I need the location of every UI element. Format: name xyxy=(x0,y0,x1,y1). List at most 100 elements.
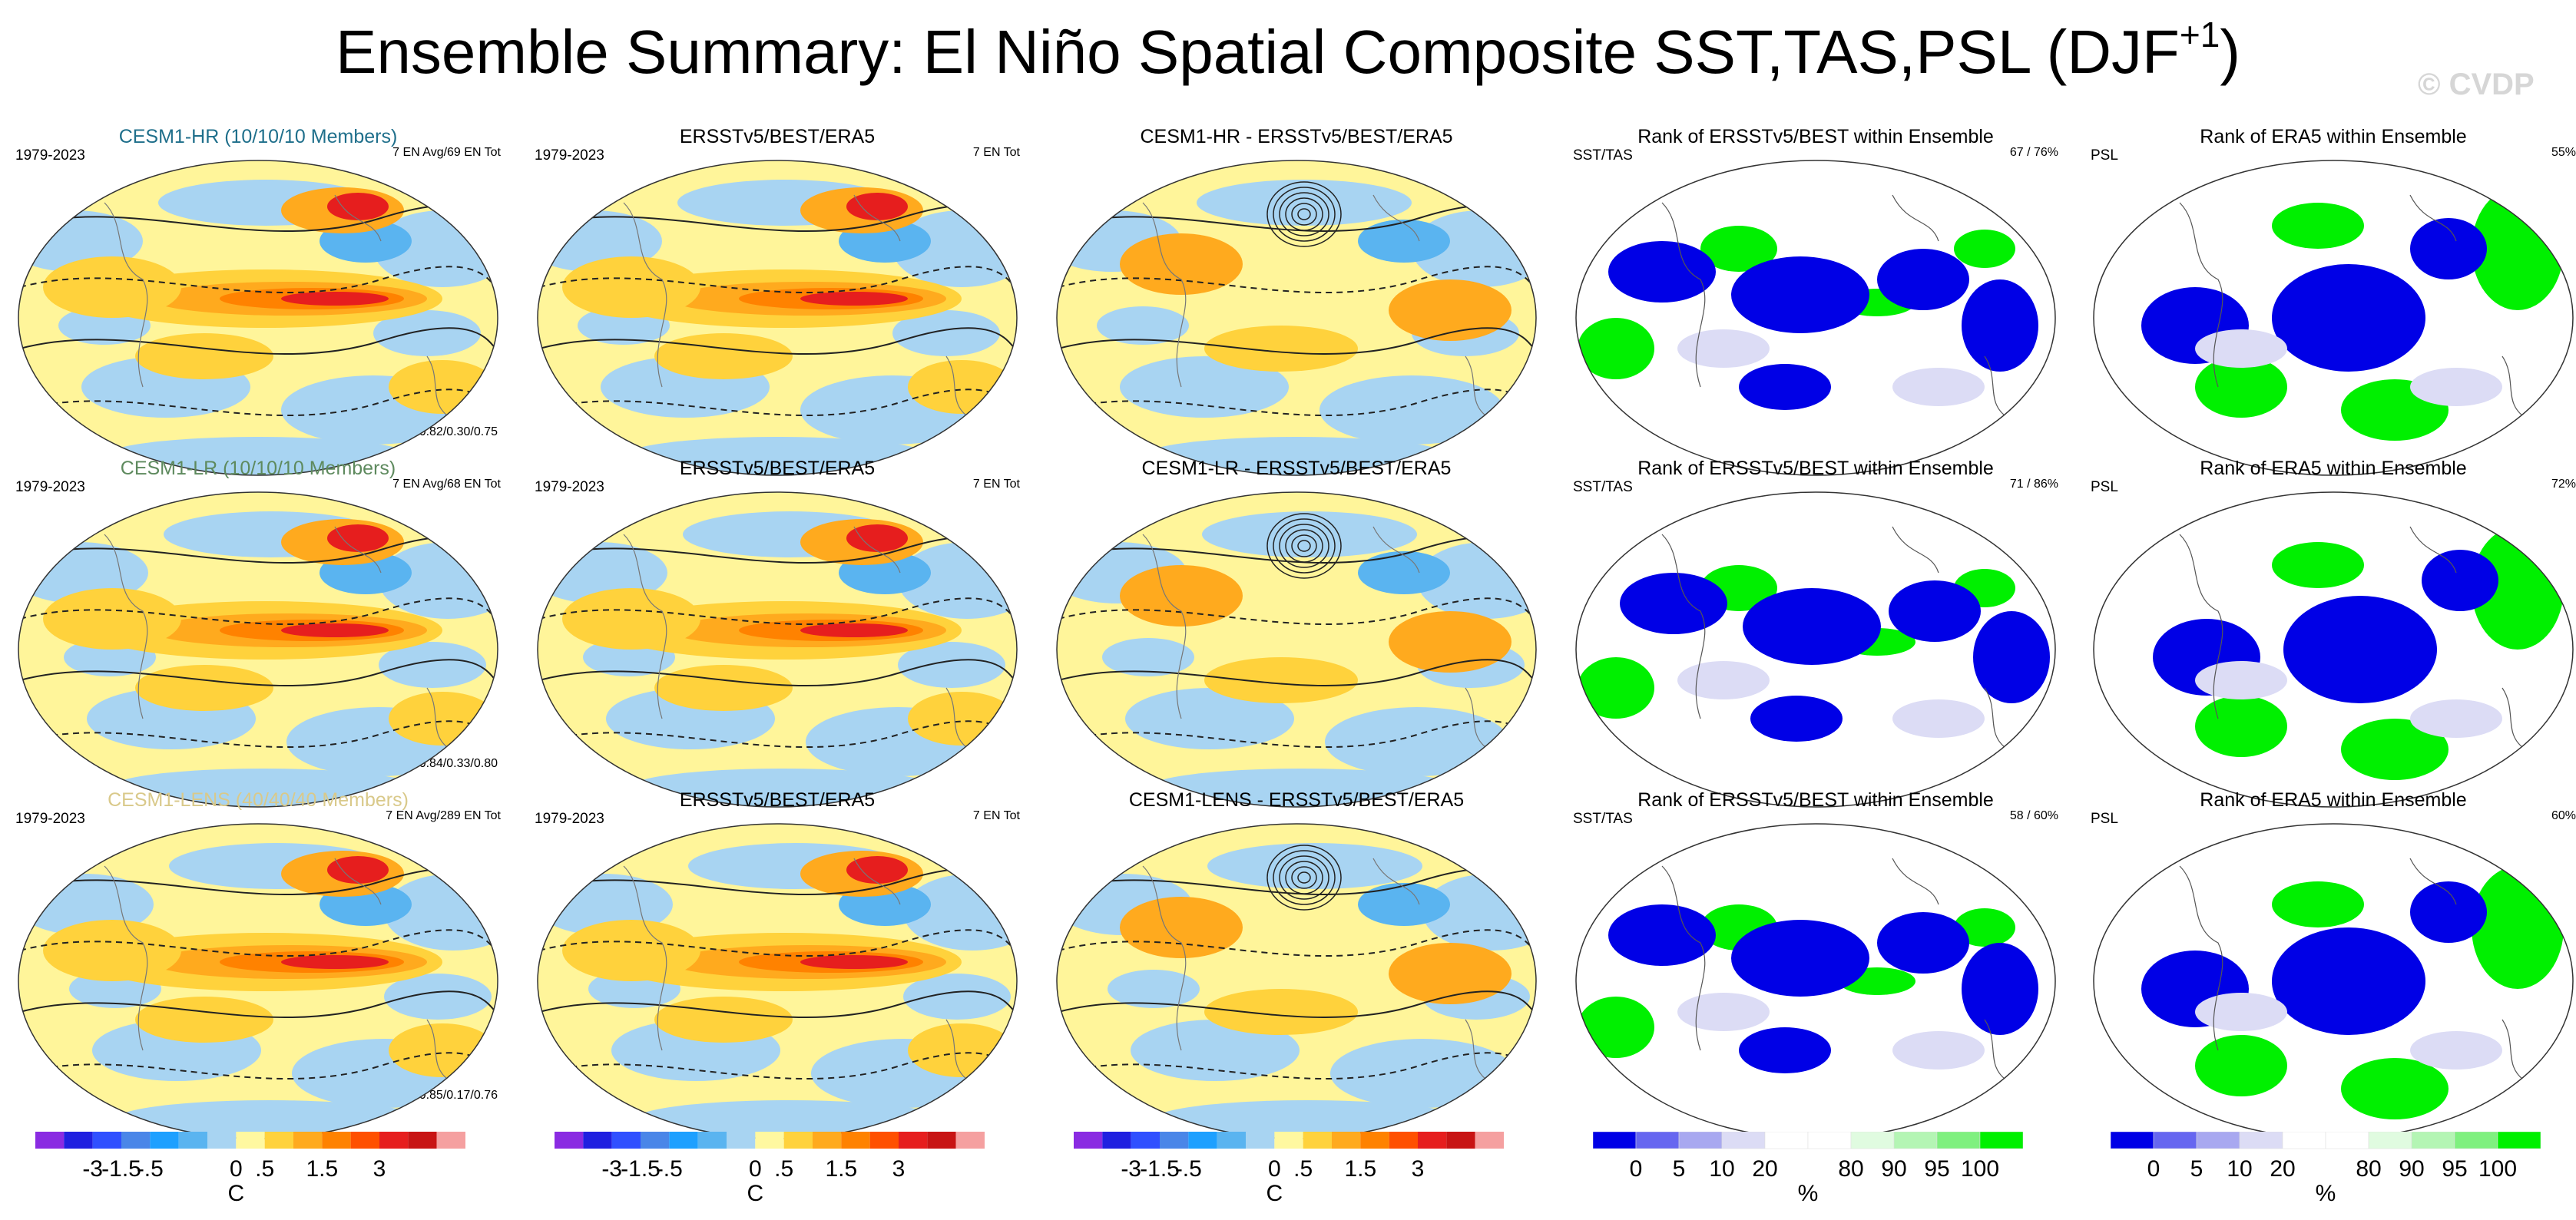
colorbar-tick-label: 90 xyxy=(1881,1156,1906,1182)
rank-mid-region xyxy=(1892,1031,1985,1070)
psl-contour xyxy=(1285,197,1323,231)
warm-anomaly xyxy=(327,856,389,884)
colorbar-tick-label: 0 xyxy=(1268,1156,1281,1182)
model-title: CESM1-HR (10/10/10 Members) xyxy=(118,126,398,147)
cool-anomaly xyxy=(1197,180,1412,226)
warm-anomaly xyxy=(135,997,273,1043)
globe-outline xyxy=(1056,160,1537,476)
colorbar-tick-label: -1.5 xyxy=(101,1156,141,1182)
colorbar-swatch xyxy=(350,1132,379,1149)
rank-high-region xyxy=(2195,1035,2287,1096)
map-panel-obs-row1: ERSSTv5/BEST/ERA5 1979-2023 7 EN Tot xyxy=(531,126,1023,476)
warm-anomaly xyxy=(654,333,793,379)
cool-anomaly xyxy=(1131,1020,1300,1081)
globe-outline xyxy=(537,160,1018,476)
difference-title: CESM1-LR - ERSSTv5/BEST/ERA5 xyxy=(1141,458,1452,479)
rank-high-region xyxy=(1578,997,1654,1058)
obs-title: ERSSTv5/BEST/ERA5 xyxy=(679,126,876,147)
map-panel-model-row1: CESM1-HR (10/10/10 Members) 1979-2023 7 EN… xyxy=(12,126,504,476)
cool-anomaly xyxy=(1358,883,1450,926)
rank-low-region xyxy=(1731,920,1869,997)
warm-anomaly xyxy=(1204,326,1358,372)
rank-low-region xyxy=(1962,943,2038,1035)
coastline xyxy=(1142,858,1489,1082)
warm-anomaly xyxy=(281,955,389,969)
psl-contour xyxy=(1058,659,1536,687)
rank-high-region xyxy=(1700,226,1777,272)
colorbar-tick-label: 3 xyxy=(892,1156,906,1182)
colorbar-swatch xyxy=(1188,1132,1217,1149)
colorbar-swatch xyxy=(1332,1132,1361,1149)
colorbar-swatch xyxy=(1389,1132,1418,1149)
psl-contour xyxy=(1058,327,1536,355)
colorbar-tick-label: -3 xyxy=(1121,1156,1141,1182)
globe-map xyxy=(537,491,1018,808)
rank-low-region xyxy=(2272,927,2425,1035)
rank-title: Rank of ERA5 within Ensemble xyxy=(2200,789,2467,811)
colorbar-swatch xyxy=(64,1132,93,1149)
psl-contour xyxy=(19,659,498,687)
period-label: 1979-2023 xyxy=(535,479,604,495)
map-panel-rank2-row3: Rank of ERA5 within Ensemble PSL 60% xyxy=(2088,789,2576,1139)
globe-outline xyxy=(1056,491,1537,808)
colorbar-swatch xyxy=(1807,1131,1852,1149)
colorbar-rank-1: 0 5 10 20 80 90 95 100% xyxy=(1592,1131,2024,1220)
rank-percent: 60% xyxy=(2551,809,2576,822)
colorbar-tick-label: -3 xyxy=(82,1156,103,1182)
coastline xyxy=(623,858,970,1082)
rank-low-region xyxy=(1739,364,1831,410)
psl-contour xyxy=(19,327,498,355)
rank-low-region xyxy=(1877,912,1969,974)
psl-contour xyxy=(1266,845,1342,911)
colorbar-swatch xyxy=(379,1132,409,1149)
coastline xyxy=(623,526,970,750)
map-panel-obs-row2: ERSSTv5/BEST/ERA5 1979-2023 7 EN Tot xyxy=(531,458,1023,808)
warm-anomaly xyxy=(135,665,273,711)
warm-anomaly xyxy=(327,524,389,552)
colorbar-unit: C xyxy=(1266,1181,1283,1206)
colorbar-tick-label: 3 xyxy=(373,1156,386,1182)
warm-anomaly xyxy=(1204,989,1358,1035)
warm-anomaly xyxy=(1120,233,1243,295)
cool-anomaly xyxy=(1097,306,1189,345)
globe-map xyxy=(1056,491,1537,808)
colorbar-swatch xyxy=(1246,1132,1275,1149)
colorbar-swatch xyxy=(555,1132,584,1149)
colorbar-unit: % xyxy=(1798,1181,1819,1206)
rank-low-region xyxy=(2422,550,2498,611)
rank-low-region xyxy=(2283,596,2437,703)
rank-low-region xyxy=(1973,611,2050,703)
colorbar-swatch xyxy=(783,1132,813,1149)
cool-anomaly xyxy=(1102,638,1194,676)
psl-contour xyxy=(1279,524,1329,568)
colorbar-swatch xyxy=(92,1132,121,1149)
rank-low-region xyxy=(1620,573,1727,634)
colorbar-tick-label: 5 xyxy=(2190,1156,2204,1182)
map-panel-model-row3: CESM1-LENS (40/40/40 Members) 1979-2023 7 … xyxy=(12,789,504,1139)
pattern-correlation: r=0.82/0.30/0.75 xyxy=(408,425,498,438)
rank-title: Rank of ERSSTv5/BEST within Ensemble xyxy=(1637,789,1994,811)
colorbar-swatch xyxy=(1936,1131,1981,1149)
warm-anomaly xyxy=(800,292,908,306)
psl-contour xyxy=(538,659,1017,687)
colorbar-tick-label: 20 xyxy=(2270,1156,2295,1182)
obs-title: ERSSTv5/BEST/ERA5 xyxy=(679,458,876,479)
colorbar-tick-label: 10 xyxy=(2227,1156,2252,1182)
colorbar-swatch xyxy=(1475,1132,1504,1149)
event-count-label: 7 EN Tot xyxy=(972,478,1020,491)
rank-low-region xyxy=(1743,588,1881,665)
colorbar-tick-label: 95 xyxy=(1924,1156,1949,1182)
colorbar-tick-label: .5 xyxy=(255,1156,274,1182)
cool-anomaly xyxy=(1319,375,1504,445)
colorbar-swatch xyxy=(669,1132,698,1149)
colorbar-swatch xyxy=(1303,1132,1332,1149)
globe-map xyxy=(2093,160,2574,476)
rank-high-region xyxy=(2272,203,2364,249)
colorbar-swatch xyxy=(264,1132,293,1149)
rank-mid-region xyxy=(2195,661,2287,699)
map-panel-rank1-row1: Rank of ERSSTv5/BEST within Ensemble SST/… xyxy=(1570,126,2061,476)
colorbar-swatch xyxy=(293,1132,323,1149)
warm-anomaly xyxy=(654,997,793,1043)
rank-low-region xyxy=(1608,241,1716,303)
globe-map xyxy=(537,823,1018,1139)
